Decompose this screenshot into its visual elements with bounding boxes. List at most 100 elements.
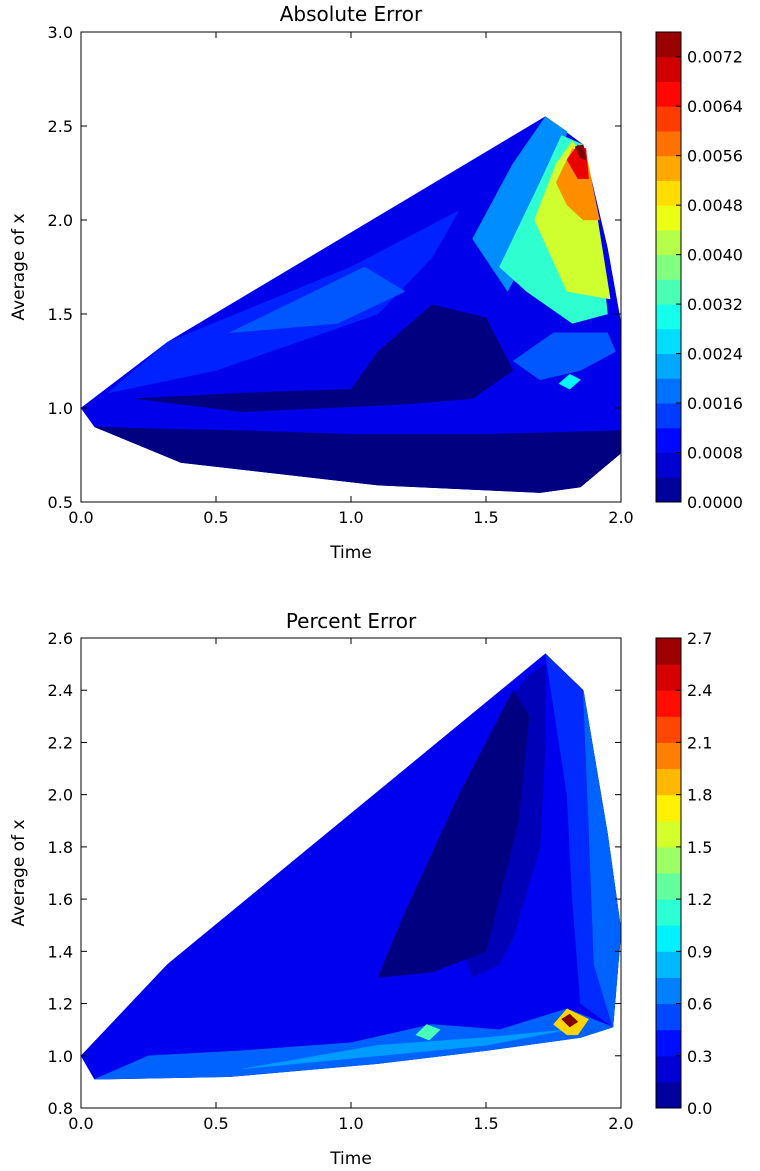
colorbar-band [656, 155, 681, 181]
colorbar-tick-label: 0.3 [687, 1047, 712, 1066]
colorbar-tick-label: 0.0000 [687, 493, 743, 512]
colorbar-frame [655, 31, 682, 503]
colorbar-band [656, 768, 681, 796]
colorbar-tick-label: 0.0032 [687, 295, 743, 314]
colorbar-tick-label: 0.6 [687, 995, 712, 1014]
colorbar-band [656, 81, 681, 107]
colorbar-band [656, 925, 681, 952]
colorbar-band [656, 899, 681, 926]
x-axis: 0.0 0.5 1.0 1.5 2.0 [68, 32, 634, 527]
contour-region [229, 266, 406, 334]
colorbar-band [656, 32, 681, 58]
colorbar-tick-label: 1.5 [687, 838, 712, 857]
colorbar-band [656, 279, 681, 305]
y-tick-label: 1.4 [48, 942, 73, 961]
colorbar-tick-label: 0.0016 [687, 394, 743, 413]
colorbar-band [656, 130, 681, 157]
colorbar-band [656, 304, 681, 330]
colorbar-band [656, 106, 681, 132]
colorbar-band [656, 664, 681, 691]
colorbar-tick-label: 0.0008 [687, 444, 743, 463]
x-tick-label: 1.5 [473, 508, 498, 527]
x-tick-label: 1.0 [338, 1114, 363, 1133]
contour-region [377, 689, 530, 978]
colorbar-band [656, 873, 681, 900]
y-tick-label: 3.0 [48, 23, 73, 42]
colorbar-tick-label: 0.0 [687, 1099, 712, 1118]
colorbar: 0.0 0.3 0.6 0.9 1.2 1.5 1.8 2.1 2.4 2.7 [655, 629, 712, 1118]
colorbar-band [656, 977, 681, 1005]
x-tick-label: 1.5 [473, 1114, 498, 1133]
y-axis-label: Average of x [9, 213, 29, 320]
colorbar-tick-label: 0.0056 [687, 147, 743, 166]
colorbar-band [656, 452, 681, 478]
colorbar-tick-label: 1.8 [687, 786, 712, 805]
colorbar-tick-label: 1.2 [687, 890, 712, 909]
y-tick-label: 1.6 [48, 890, 73, 909]
colorbar-band [656, 205, 681, 231]
colorbar-tick-label: 0.0048 [687, 196, 743, 215]
x-axis-label: Time [329, 543, 372, 563]
y-tick-label: 2.4 [48, 681, 73, 700]
contour-region [561, 1013, 579, 1028]
colorbar-band [656, 56, 681, 82]
colorbar-band [656, 328, 681, 355]
contour-region [555, 148, 600, 221]
y-tick-label: 2.0 [48, 211, 73, 230]
x-tick-label: 0.0 [68, 508, 93, 527]
chart-title: Percent Error [286, 609, 417, 633]
y-tick-label: 1.2 [48, 995, 73, 1014]
colorbar-tick-label: 2.7 [687, 629, 712, 648]
colorbar-tick-label: 0.0040 [687, 246, 743, 265]
colorbar: 0.0000 0.0008 0.0016 0.0024 0.0032 0.0040 0.00… [655, 31, 743, 512]
colorbar-tick-label: 0.0072 [687, 48, 743, 67]
x-tick-label: 0.5 [203, 1114, 228, 1133]
y-tick-label: 1.0 [48, 1047, 73, 1066]
x-tick-label: 1.0 [338, 508, 363, 527]
colorbar-tick-label: 0.9 [687, 942, 712, 961]
x-axis-label: Time [329, 1149, 372, 1169]
x-axis: 0.0 0.5 1.0 1.5 2.0 [68, 638, 634, 1133]
y-tick-label: 1.8 [48, 838, 73, 857]
contour-region [134, 304, 514, 413]
colorbar-band [656, 742, 681, 770]
colorbar-band [656, 378, 681, 404]
colorbar-band [656, 794, 681, 822]
colorbar-band [656, 254, 681, 280]
y-tick-label: 2.0 [48, 786, 73, 805]
colorbar-band [656, 1055, 681, 1083]
y-tick-label: 1.0 [48, 399, 73, 418]
y-axis: 0.8 1.0 1.2 1.4 1.6 1.8 2.0 2.2 2.4 2.6 [48, 629, 621, 1118]
y-tick-label: 2.2 [48, 733, 73, 752]
colorbar-tick-label: 0.0024 [687, 345, 743, 364]
colorbar-band [656, 951, 681, 978]
y-axis: 0.5 1.0 1.5 2.0 2.5 3.0 [48, 23, 621, 512]
colorbar-band [656, 716, 681, 743]
y-tick-label: 2.5 [48, 117, 73, 136]
colorbar-band [656, 229, 681, 256]
colorbar-band [656, 638, 681, 665]
colorbar-band [656, 180, 681, 206]
colorbar-tick-label: 2.1 [687, 733, 712, 752]
colorbar-frame [655, 637, 682, 1109]
contour-region [415, 1024, 441, 1041]
contour-region [512, 332, 616, 381]
contour-regions [81, 653, 621, 1080]
y-axis-label: Average of x [9, 819, 29, 926]
x-tick-label: 2.0 [608, 508, 633, 527]
absolute-error-panel: Absolute Error 0.0 0.5 1.0 1.5 2.0 0.51.01.5… [9, 2, 743, 563]
colorbar-band [656, 1081, 681, 1109]
percent-error-panel: Percent Error 0.0 0.5 1.0 1.5 2.0 0.8 1.0 1.2 1… [9, 609, 712, 1169]
contour-region [558, 373, 581, 390]
y-tick-label: 2.6 [48, 629, 73, 648]
contour-region [472, 116, 568, 292]
contour-region [94, 426, 621, 493]
colorbar-band [656, 1029, 681, 1057]
colorbar-band [656, 353, 681, 379]
x-tick-label: 2.0 [608, 1114, 633, 1133]
chart-title: Absolute Error [280, 2, 423, 26]
contour-region [107, 209, 460, 394]
y-tick-label: 1.5 [48, 305, 73, 324]
y-tick-label: 0.8 [48, 1099, 73, 1118]
